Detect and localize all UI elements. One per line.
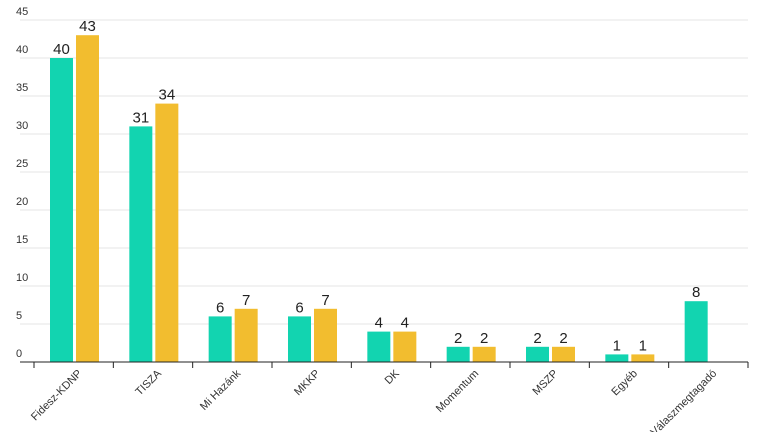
data-label: 2	[533, 330, 541, 347]
bar-series-2	[76, 35, 99, 362]
y-tick-label: 45	[16, 6, 28, 18]
data-label: 8	[692, 284, 700, 301]
category-label: MKKP	[292, 368, 323, 399]
data-label: 7	[321, 292, 329, 309]
category-label: Válaszmegtagadó	[649, 368, 720, 432]
bar-series-1	[50, 58, 73, 362]
data-label: 31	[132, 109, 149, 126]
bar-series-1	[288, 316, 311, 362]
y-tick-label: 10	[16, 272, 28, 284]
data-label: 6	[295, 299, 303, 316]
bar-series-2	[314, 308, 337, 362]
category-label: Mi Hazánk	[198, 367, 244, 413]
data-label: 1	[639, 337, 647, 354]
bar-series-2	[552, 346, 575, 362]
bar-series-1	[684, 301, 708, 362]
data-label: 7	[242, 292, 250, 309]
data-label: 6	[216, 299, 224, 316]
bar-series-1	[605, 354, 629, 362]
bar-series-1	[208, 316, 232, 362]
y-tick-label: 20	[16, 196, 28, 208]
grid-lines	[20, 19, 748, 325]
y-axis-ticks: 0 5 10 15 20 25 30 35 40 45	[16, 6, 28, 360]
data-label: 34	[158, 87, 175, 104]
bars	[50, 35, 708, 363]
bar-series-1	[129, 126, 153, 363]
data-label: 4	[401, 315, 409, 332]
data-label: 4	[375, 315, 383, 332]
bar-series-2	[393, 331, 417, 362]
bar-series-2	[631, 354, 655, 362]
data-label: 2	[454, 330, 462, 347]
y-tick-label: 40	[16, 44, 28, 56]
bar-series-1	[446, 346, 470, 362]
data-label: 43	[79, 18, 96, 35]
data-label: 40	[53, 41, 70, 58]
data-label: 2	[480, 330, 488, 347]
category-label: DK	[383, 367, 403, 387]
data-label: 2	[559, 330, 567, 347]
x-axis	[20, 361, 749, 368]
bar-series-1	[367, 331, 391, 362]
bar-series-2	[234, 308, 258, 362]
y-tick-label: 5	[16, 310, 22, 322]
y-tick-label: 25	[16, 158, 28, 170]
y-tick-label: 30	[16, 120, 28, 132]
data-labels: 40 43 31 34 6 7 6 7 4 4 2 2 2 2 1 1 8	[53, 18, 700, 354]
y-tick-label: 0	[16, 348, 22, 360]
data-label: 1	[613, 337, 621, 354]
bar-series-2	[155, 103, 179, 362]
category-label: TISZA	[133, 367, 164, 398]
bar-series-1	[526, 346, 549, 362]
category-label: MSZP	[531, 368, 561, 398]
y-tick-label: 35	[16, 82, 28, 94]
category-label: Egyéb	[609, 368, 640, 399]
category-label: Fidesz-KDNP	[29, 368, 85, 424]
y-tick-label: 15	[16, 234, 28, 246]
category-labels: Fidesz-KDNP TISZA Mi Hazánk MKKP DK Momentum M…	[29, 367, 719, 432]
category-label: Momentum	[434, 368, 481, 415]
bar-series-2	[472, 346, 496, 362]
